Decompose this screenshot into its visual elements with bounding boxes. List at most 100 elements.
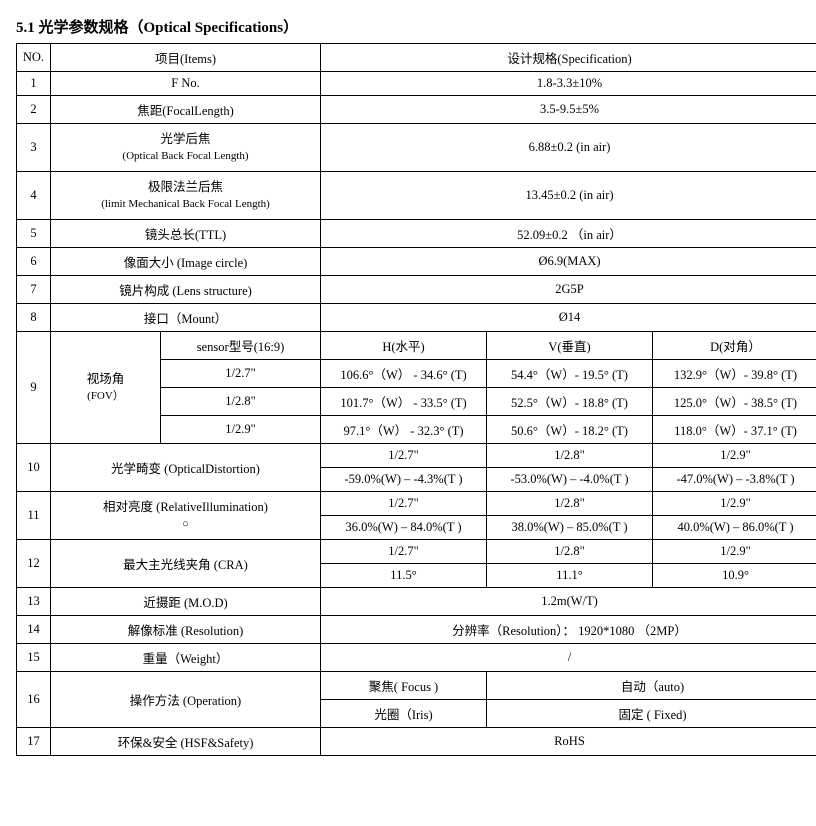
row-spec: 分辨率（Resolution）： 1920*1080 （2MP） bbox=[321, 616, 816, 644]
item-cn: 光学后焦 bbox=[161, 132, 211, 146]
table-row: 3 光学后焦 (Optical Back Focal Length) 6.88±… bbox=[17, 124, 816, 172]
cell: 1/2.8" bbox=[487, 540, 653, 564]
header-items: 项目(Items) bbox=[51, 44, 321, 72]
row-no: 6 bbox=[17, 248, 51, 276]
table-row: 5 镜头总长(TTL) 52.09±0.2 （in air） bbox=[17, 220, 816, 248]
row-item: 像面大小 (Image circle) bbox=[51, 248, 321, 276]
item-en: (limit Mechanical Back Focal Length) bbox=[53, 197, 318, 212]
row-spec: 13.45±0.2 (in air) bbox=[321, 172, 816, 220]
sensor-size: 1/2.9" bbox=[161, 416, 321, 444]
table-row: 8 接口（Mount） Ø14 bbox=[17, 304, 816, 332]
table-row: 7 镜片构成 (Lens structure) 2G5P bbox=[17, 276, 816, 304]
row-no: 17 bbox=[17, 728, 51, 756]
row-item: 重量（Weight） bbox=[51, 644, 321, 672]
table-row: 16 操作方法 (Operation) 聚焦( Focus ) 自动（auto) bbox=[17, 672, 816, 700]
row-item: 接口（Mount） bbox=[51, 304, 321, 332]
table-row: 11 相对亮度 (RelativeIllumination) ○ 1/2.7" … bbox=[17, 492, 816, 516]
cell: 1/2.7" bbox=[321, 492, 487, 516]
cell: 54.4°（W）- 19.5° (T) bbox=[487, 360, 653, 388]
optical-spec-table: NO. 项目(Items) 设计规格(Specification) 1 F No… bbox=[16, 43, 816, 756]
table-row: 9 视场角 (FOV） sensor型号(16:9) H(水平) V(垂直) D… bbox=[17, 332, 816, 360]
row-spec: 2G5P bbox=[321, 276, 816, 304]
col-v: V(垂直) bbox=[487, 332, 653, 360]
cell: 36.0%(W) – 84.0%(T ) bbox=[321, 516, 487, 540]
row-item: 极限法兰后焦 (limit Mechanical Back Focal Leng… bbox=[51, 172, 321, 220]
sensor-size: 1/2.8" bbox=[161, 388, 321, 416]
row-no: 15 bbox=[17, 644, 51, 672]
row-spec: 1.8-3.3±10% bbox=[321, 72, 816, 96]
row-no: 5 bbox=[17, 220, 51, 248]
row-item: 近摄距 (M.O.D) bbox=[51, 588, 321, 616]
row-item: 镜头总长(TTL) bbox=[51, 220, 321, 248]
ri-label: 相对亮度 (RelativeIllumination) bbox=[103, 500, 268, 514]
section-title: 5.1 光学参数规格（Optical Specifications） bbox=[16, 16, 800, 37]
cell: 40.0%(W) – 86.0%(T ) bbox=[653, 516, 816, 540]
sensor-label: sensor型号(16:9) bbox=[161, 332, 321, 360]
fov-cn: 视场角 bbox=[87, 372, 125, 386]
row-item: 光学畸变 (OpticalDistortion) bbox=[51, 444, 321, 492]
cell: 1/2.8" bbox=[487, 492, 653, 516]
row-no: 2 bbox=[17, 96, 51, 124]
row-no: 14 bbox=[17, 616, 51, 644]
cell: 1/2.7" bbox=[321, 540, 487, 564]
table-row: 6 像面大小 (Image circle) Ø6.9(MAX) bbox=[17, 248, 816, 276]
cell: 118.0°（W）- 37.1° (T) bbox=[653, 416, 816, 444]
row-item: 视场角 (FOV） bbox=[51, 332, 161, 444]
row-item: 解像标准 (Resolution) bbox=[51, 616, 321, 644]
cell: 97.1°（W） - 32.3° (T) bbox=[321, 416, 487, 444]
table-row: 14 解像标准 (Resolution) 分辨率（Resolution）： 19… bbox=[17, 616, 816, 644]
row-no: 13 bbox=[17, 588, 51, 616]
row-item: 最大主光线夹角 (CRA) bbox=[51, 540, 321, 588]
table-row: 13 近摄距 (M.O.D) 1.2m(W/T) bbox=[17, 588, 816, 616]
ri-symbol: ○ bbox=[53, 517, 318, 532]
row-no: 16 bbox=[17, 672, 51, 728]
cell: 125.0°（W）- 38.5° (T) bbox=[653, 388, 816, 416]
cell: 1/2.7" bbox=[321, 444, 487, 468]
cell: 光圈（Iris) bbox=[321, 700, 487, 728]
cell: 11.5° bbox=[321, 564, 487, 588]
row-item: 镜片构成 (Lens structure) bbox=[51, 276, 321, 304]
cell: 1/2.9" bbox=[653, 540, 816, 564]
row-spec: 3.5-9.5±5% bbox=[321, 96, 816, 124]
row-spec: Ø6.9(MAX) bbox=[321, 248, 816, 276]
header-no: NO. bbox=[17, 44, 51, 72]
row-no: 10 bbox=[17, 444, 51, 492]
row-spec: RoHS bbox=[321, 728, 816, 756]
cell: 101.7°（W） - 33.5° (T) bbox=[321, 388, 487, 416]
cell: -53.0%(W) – -4.0%(T ) bbox=[487, 468, 653, 492]
row-item: 相对亮度 (RelativeIllumination) ○ bbox=[51, 492, 321, 540]
cell: 自动（auto) bbox=[487, 672, 816, 700]
row-spec: / bbox=[321, 644, 816, 672]
table-row: 10 光学畸变 (OpticalDistortion) 1/2.7" 1/2.8… bbox=[17, 444, 816, 468]
table-row: 4 极限法兰后焦 (limit Mechanical Back Focal Le… bbox=[17, 172, 816, 220]
cell: 132.9°（W）- 39.8° (T) bbox=[653, 360, 816, 388]
cell: 10.9° bbox=[653, 564, 816, 588]
cell: 106.6°（W） - 34.6° (T) bbox=[321, 360, 487, 388]
table-row: 12 最大主光线夹角 (CRA) 1/2.7" 1/2.8" 1/2.9" bbox=[17, 540, 816, 564]
cell: 1/2.8" bbox=[487, 444, 653, 468]
row-item: 操作方法 (Operation) bbox=[51, 672, 321, 728]
row-item: 环保&安全 (HSF&Safety) bbox=[51, 728, 321, 756]
table-row: 1 F No. 1.8-3.3±10% bbox=[17, 72, 816, 96]
row-spec: 1.2m(W/T) bbox=[321, 588, 816, 616]
table-row: 17 环保&安全 (HSF&Safety) RoHS bbox=[17, 728, 816, 756]
row-no: 12 bbox=[17, 540, 51, 588]
row-spec: 6.88±0.2 (in air) bbox=[321, 124, 816, 172]
col-h: H(水平) bbox=[321, 332, 487, 360]
row-no: 11 bbox=[17, 492, 51, 540]
fov-en: (FOV） bbox=[53, 389, 158, 404]
row-item: 光学后焦 (Optical Back Focal Length) bbox=[51, 124, 321, 172]
cell: 1/2.9" bbox=[653, 492, 816, 516]
row-no: 9 bbox=[17, 332, 51, 444]
cell: 固定 ( Fixed) bbox=[487, 700, 816, 728]
cell: 11.1° bbox=[487, 564, 653, 588]
row-item: F No. bbox=[51, 72, 321, 96]
header-spec: 设计规格(Specification) bbox=[321, 44, 816, 72]
row-no: 3 bbox=[17, 124, 51, 172]
row-spec: 52.09±0.2 （in air） bbox=[321, 220, 816, 248]
table-row: 15 重量（Weight） / bbox=[17, 644, 816, 672]
col-d: D(对角） bbox=[653, 332, 816, 360]
table-header: NO. 项目(Items) 设计规格(Specification) bbox=[17, 44, 816, 72]
row-item: 焦距(FocalLength) bbox=[51, 96, 321, 124]
cell: -47.0%(W) – -3.8%(T ) bbox=[653, 468, 816, 492]
